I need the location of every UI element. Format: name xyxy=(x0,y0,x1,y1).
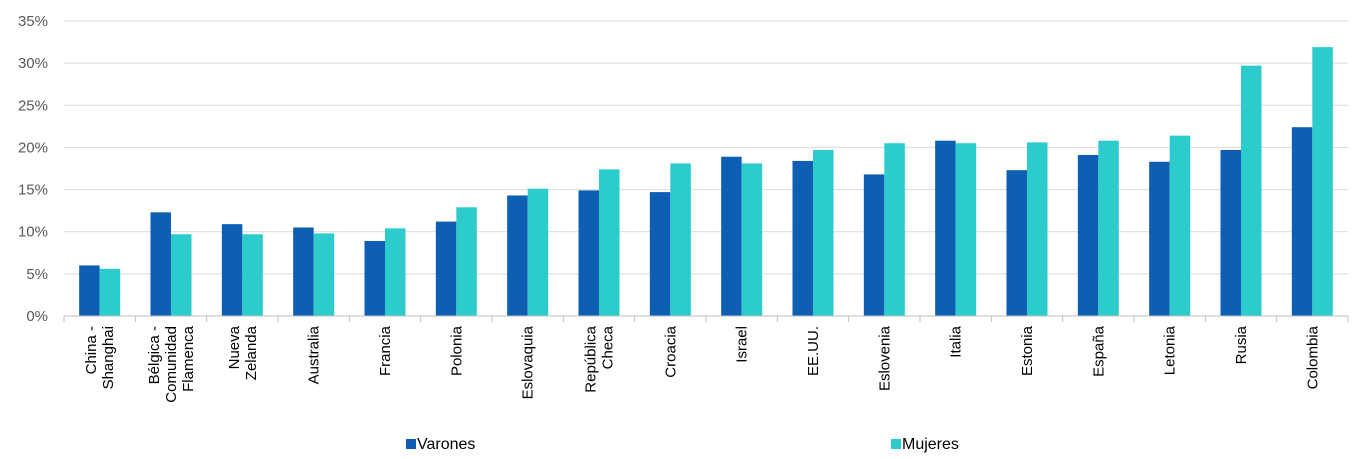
bar-mujeres xyxy=(813,149,834,316)
legend-swatch-mujeres xyxy=(891,439,901,449)
x-tick-label: Francia xyxy=(377,325,394,376)
x-tick-label-line: Flamenca xyxy=(180,325,197,392)
bar-mujeres xyxy=(527,188,549,316)
y-tick-label: 0% xyxy=(26,308,48,325)
x-tick-label-line: Estonia xyxy=(1019,325,1036,376)
bar-mujeres xyxy=(99,268,121,316)
x-tick-label: EE.UU. xyxy=(805,326,822,376)
legend: Varones Mujeres xyxy=(406,436,959,453)
bar-mujeres xyxy=(884,143,905,316)
bar-varones xyxy=(150,212,171,316)
x-tick-label-line: Polonia xyxy=(448,325,465,376)
bar-mujeres xyxy=(242,234,263,316)
bar-mujeres xyxy=(741,163,763,316)
bar-varones xyxy=(79,265,100,316)
x-tick-label-line: Croacia xyxy=(662,325,679,377)
x-tick-label: República Checa xyxy=(583,325,617,392)
x-tick-label: Nueva Zelanda xyxy=(226,325,260,380)
x-tick-label: Australia xyxy=(306,325,323,384)
x-tick-label-line: China - xyxy=(83,326,100,374)
bar-varones xyxy=(221,224,243,316)
bar-mujeres xyxy=(955,143,977,316)
x-tick-label-line: España xyxy=(1090,325,1107,377)
y-tick-label: 15% xyxy=(18,182,48,199)
gridlines xyxy=(64,20,1348,275)
x-tick-label-line: Checa xyxy=(600,325,617,369)
bar-mujeres xyxy=(599,169,620,316)
x-tick-label-line: Zelanda xyxy=(243,325,260,380)
bar-varones xyxy=(364,240,385,316)
x-tick-label-line: Rusia xyxy=(1233,325,1250,364)
x-tick-label-line: Israel xyxy=(734,326,751,363)
x-tick-label: Croacia xyxy=(662,325,679,377)
bar-varones xyxy=(792,160,813,316)
x-tick-label: Israel xyxy=(734,326,751,363)
bar-varones xyxy=(1291,127,1313,316)
bar-mujeres xyxy=(456,207,477,316)
x-tick-label-line: Francia xyxy=(377,325,394,376)
y-tick-label: 10% xyxy=(18,224,48,241)
legend-label-varones: Varones xyxy=(417,436,475,453)
x-tick-label-line: Colombia xyxy=(1304,325,1321,389)
x-tick-label: Colombia xyxy=(1304,325,1321,389)
bar-mujeres xyxy=(1027,142,1048,316)
bar-varones xyxy=(507,195,528,316)
bar-mujeres xyxy=(171,234,192,316)
x-tick-label-line: Eslovenia xyxy=(876,325,893,391)
legend-label-mujeres: Mujeres xyxy=(902,436,959,453)
bar-mujeres xyxy=(1098,140,1119,316)
bar-varones xyxy=(1149,161,1170,316)
x-tick-label-line: Australia xyxy=(306,325,323,384)
x-axis: China - Shanghai Bélgica - Comunidad Flamenc… xyxy=(63,315,1349,403)
bar-varones xyxy=(1077,155,1099,316)
bar-mujeres xyxy=(313,233,335,316)
y-axis: 0% 5% 10% 15% 20% 25% 30% 35% xyxy=(18,13,48,325)
x-tick-label-line: EE.UU. xyxy=(805,326,822,376)
y-tick-label: 30% xyxy=(18,55,48,72)
x-tick-label: Letonia xyxy=(1162,325,1179,375)
bar-varones xyxy=(578,190,599,316)
bar-mujeres xyxy=(670,163,691,316)
x-tick-label-line: Letonia xyxy=(1162,325,1179,375)
bar-mujeres xyxy=(1312,47,1333,316)
bar-varones xyxy=(935,140,956,316)
x-tick-label: España xyxy=(1090,325,1107,377)
bars xyxy=(79,47,1333,317)
bar-varones xyxy=(721,156,742,316)
bar-varones xyxy=(1220,149,1241,316)
bar-varones xyxy=(863,174,885,316)
x-tick-label: Eslovaquia xyxy=(520,325,537,399)
bar-mujeres xyxy=(385,228,406,316)
bar-mujeres xyxy=(1169,135,1191,316)
x-tick-label: Polonia xyxy=(448,325,465,376)
x-tick-label-line: Nueva xyxy=(226,325,243,369)
bar-varones xyxy=(649,192,671,316)
y-tick-label: 35% xyxy=(18,13,48,30)
x-tick-label-line: Shanghai xyxy=(100,326,117,389)
x-tick-label: Bélgica - Comunidad Flamenca xyxy=(146,325,197,402)
y-tick-label: 20% xyxy=(18,139,48,156)
x-tick-label: Estonia xyxy=(1019,325,1036,376)
x-tick-label: Eslovenia xyxy=(876,325,893,391)
x-tick-label: Italia xyxy=(948,325,965,357)
bar-mujeres xyxy=(1241,65,1262,317)
y-tick-label: 25% xyxy=(18,97,48,114)
x-tick-label-line: Italia xyxy=(948,325,965,357)
x-tick-label-line: Eslovaquia xyxy=(520,325,537,399)
x-tick-label-line: Bélgica - xyxy=(146,326,163,384)
bar-varones xyxy=(435,221,457,316)
x-tick-label-line: República xyxy=(583,325,600,392)
legend-swatch-varones xyxy=(406,439,416,449)
y-tick-label: 5% xyxy=(26,266,48,283)
x-tick-label: Rusia xyxy=(1233,325,1250,364)
bar-varones xyxy=(1006,170,1027,316)
x-tick-label-line: Comunidad xyxy=(163,326,180,403)
bar-varones xyxy=(293,227,314,316)
x-tick-label: China - Shanghai xyxy=(83,326,117,389)
